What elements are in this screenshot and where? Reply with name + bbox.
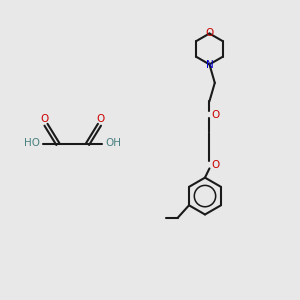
Text: O: O [205, 28, 214, 38]
Text: HO: HO [24, 138, 40, 148]
Text: O: O [97, 114, 105, 124]
Text: N: N [206, 60, 213, 70]
Text: O: O [212, 160, 220, 170]
Text: O: O [40, 114, 49, 124]
Text: O: O [212, 110, 220, 120]
Text: OH: OH [105, 138, 122, 148]
